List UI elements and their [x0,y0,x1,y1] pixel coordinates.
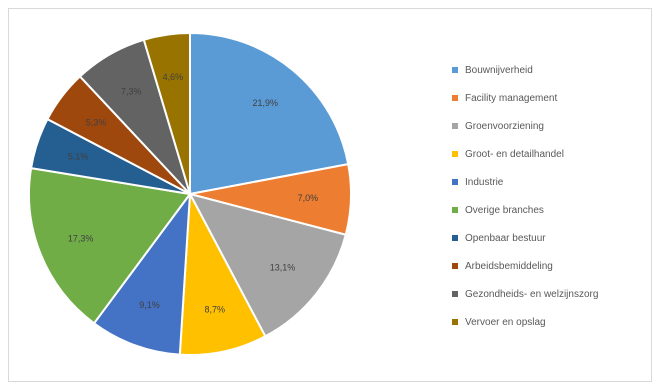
legend-label: Arbeidsbemiddeling [465,261,553,272]
legend-swatch [452,179,458,185]
legend-label: Facility management [465,93,558,104]
legend-swatch [452,67,458,73]
slice-value-label: 7,3% [121,87,142,97]
legend-label: Groot- en detailhandel [465,149,564,160]
legend-item-bouwnijverheid: Bouwnijverheid [452,57,598,85]
slice-value-label: 13,1% [270,262,296,272]
slice-value-label: 8,7% [205,304,226,314]
slice-value-label: 5,1% [68,152,89,162]
legend-swatch [452,291,458,297]
legend-item-facility-management: Facility management [452,85,598,113]
legend-label: Bouwnijverheid [465,65,533,76]
slice-value-label: 4,6% [163,72,184,82]
legend-label: Overige branches [465,205,544,216]
legend-item-groenvoorziening: Groenvoorziening [452,113,598,141]
legend-item-overige-branches: Overige branches [452,197,598,225]
legend-swatch [452,319,458,325]
legend-item-industrie: Industrie [452,169,598,197]
legend-swatch [452,151,458,157]
legend-item-vervoer-en-opslag: Vervoer en opslag [452,309,598,337]
legend-label: Industrie [465,177,504,188]
legend-label: Groenvoorziening [465,121,544,132]
legend-item-groot-en-detailhandel: Groot- en detailhandel [452,141,598,169]
chart-legend: Bouwnijverheid Facility management Groenvo… [452,57,598,337]
pie-slice-vervoer-en-opslag [142,31,191,195]
legend-item-arbeidsbemiddeling: Arbeidsbemiddeling [452,253,598,281]
legend-item-openbaar-bestuur: Openbaar bestuur [452,225,598,253]
legend-swatch [452,95,458,101]
slice-value-label: 17,3% [68,233,94,243]
slice-value-label: 21,9% [253,98,279,108]
legend-swatch [452,235,458,241]
slice-value-label: 9,1% [139,300,160,310]
pie-slice-industrie [92,190,192,356]
legend-label: Vervoer en opslag [465,317,546,328]
pie-slice-bouwnijverheid [189,31,350,196]
pie-slice-groenvoorziening [188,192,347,338]
pie-slice-groot-en-detailhandel [178,190,267,356]
legend-swatch [452,263,458,269]
legend-item-gezondheids-en-welzijnszorg: Gezondheids- en welzijnszorg [452,281,598,309]
legend-label: Openbaar bestuur [465,233,546,244]
legend-swatch [452,123,458,129]
legend-swatch [452,207,458,213]
slice-value-label: 5,3% [86,117,107,127]
legend-label: Gezondheids- en welzijnszorg [465,289,599,300]
pie-slice-overige-branches [28,167,192,325]
slice-value-label: 7,0% [298,193,319,203]
